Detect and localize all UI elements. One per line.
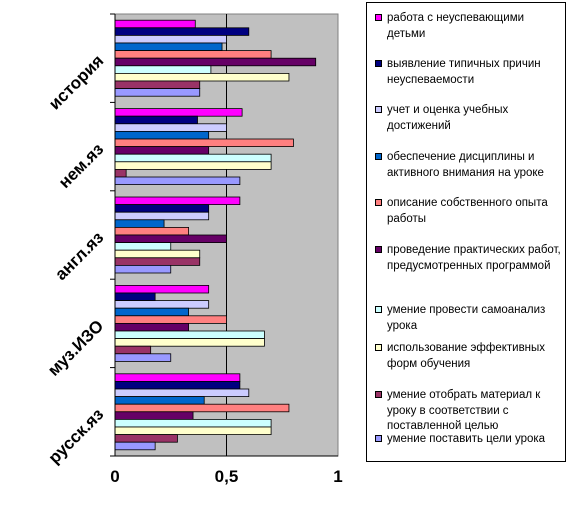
- bar: [114, 434, 178, 443]
- bar: [114, 345, 152, 355]
- bar: [114, 380, 241, 390]
- bar: [114, 115, 198, 125]
- legend-swatch: [375, 391, 382, 398]
- bar: [114, 418, 272, 428]
- legend-label: умение отобрать материал к уроку в соотв…: [387, 389, 541, 432]
- bar: [114, 161, 272, 170]
- bar: [114, 292, 156, 301]
- legend-label: умение поставить цели урока: [387, 433, 546, 445]
- bar: [114, 27, 250, 36]
- bar: [114, 219, 165, 228]
- bar: [114, 211, 210, 221]
- bar: [114, 176, 241, 185]
- bar: [114, 50, 272, 59]
- legend-label: работа с неуспевающими детьми: [387, 12, 525, 40]
- bar: [114, 441, 156, 451]
- category-label: история: [45, 51, 107, 113]
- bar: [114, 249, 201, 259]
- bar: [114, 373, 241, 382]
- legend-swatch: [375, 199, 382, 206]
- legend-label: использование эффективных форм обучения: [387, 342, 546, 370]
- category-label: англ.яз: [51, 228, 107, 284]
- bar: [114, 196, 241, 205]
- legend-swatch: [375, 306, 382, 313]
- bar: [114, 130, 210, 140]
- bar: [114, 138, 294, 147]
- legend-label: выявление типичных причин неуспеваемости: [387, 58, 541, 86]
- x-tick-label: 0,5: [215, 467, 239, 486]
- x-tick-label: 0: [110, 467, 119, 486]
- bar: [114, 88, 201, 97]
- legend-swatch: [375, 106, 382, 113]
- bar: [114, 153, 272, 163]
- legend-label: умение провести самоанализ урока: [387, 304, 546, 332]
- bar: [114, 242, 172, 251]
- bar: [114, 146, 210, 155]
- legend-label: обеспечение дисциплины и активного внима…: [387, 151, 544, 179]
- bar: [114, 322, 189, 332]
- bar: [114, 264, 172, 274]
- bar: [114, 426, 272, 435]
- bar: [114, 338, 265, 347]
- bar: [114, 73, 290, 82]
- bar: [114, 42, 223, 51]
- legend: работа с неуспевающими детьми выявление т…: [366, 2, 566, 462]
- bar: [114, 234, 227, 243]
- legend-label: описание собственного опыта работы: [387, 197, 548, 225]
- legend-swatch: [375, 246, 382, 253]
- bar: [114, 226, 189, 236]
- category-label: русск.яз: [45, 405, 108, 468]
- bar: [114, 388, 250, 397]
- bar: [114, 19, 196, 29]
- bar: [114, 108, 243, 117]
- bar: [114, 57, 317, 67]
- legend-swatch: [375, 435, 382, 442]
- bar: [114, 396, 205, 405]
- x-tick-label: 1: [333, 467, 342, 486]
- bar: [114, 257, 201, 266]
- bar: [114, 300, 210, 309]
- bar: [114, 307, 189, 317]
- legend-label: учет и оценка учебных достижений: [387, 104, 509, 132]
- bar: [114, 353, 172, 362]
- bar: [114, 315, 227, 324]
- legend-swatch: [375, 60, 382, 67]
- bar: [114, 330, 265, 339]
- bar: [114, 65, 212, 74]
- bar: [114, 284, 210, 294]
- legend-label: проведение практических работ, предусмот…: [387, 244, 561, 272]
- bar: [114, 80, 201, 89]
- bar: [114, 168, 127, 178]
- legend-swatch: [375, 14, 382, 21]
- bar: [114, 123, 227, 132]
- bar: [114, 35, 227, 44]
- bar: [114, 204, 210, 213]
- legend-swatch: [375, 153, 382, 160]
- category-label: муз.ИЗО: [44, 316, 107, 379]
- legend-swatch: [375, 344, 382, 351]
- category-label: нем.яз: [55, 140, 107, 192]
- bar: [114, 403, 290, 413]
- bar: [114, 411, 194, 420]
